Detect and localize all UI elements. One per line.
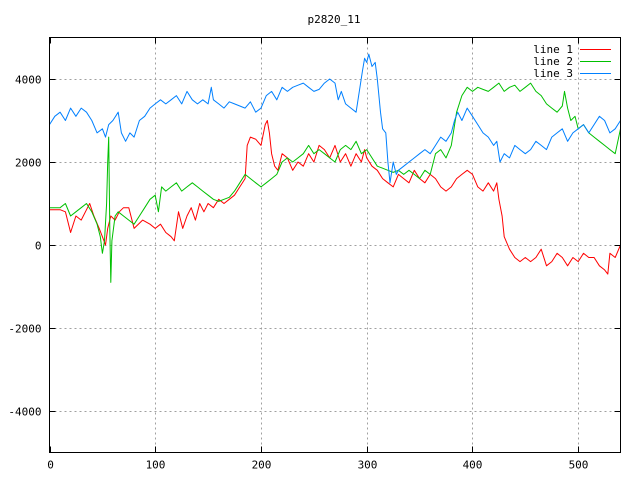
y-tick-label: -4000 (8, 406, 41, 419)
x-tick-label: 100 (146, 459, 166, 472)
legend-label-1: line 1 (533, 43, 573, 56)
series-line-1 (49, 120, 621, 275)
legend-label-2: line 2 (533, 55, 573, 68)
y-tick-label: 2000 (15, 157, 42, 170)
x-tick-label: 400 (463, 459, 483, 472)
x-tick-label: 200 (252, 459, 272, 472)
series-line-3 (49, 53, 621, 184)
y-tick-label: 4000 (15, 74, 42, 87)
grid-layer (49, 37, 621, 453)
chart-title: p2820_11 (308, 13, 361, 26)
series-line-2 (49, 82, 621, 283)
x-tick-label: 0 (47, 459, 54, 472)
series-layer (49, 53, 621, 283)
x-tick-label: 500 (569, 459, 589, 472)
x-tick-label: 300 (358, 459, 378, 472)
y-tick-label: 0 (35, 240, 42, 253)
legend-label-3: line 3 (533, 67, 573, 80)
y-tick-label: -2000 (8, 323, 41, 336)
tick-layer: 0 100 200 300 400 500 -4000 -2000 0 2000 4000 (8, 37, 621, 472)
